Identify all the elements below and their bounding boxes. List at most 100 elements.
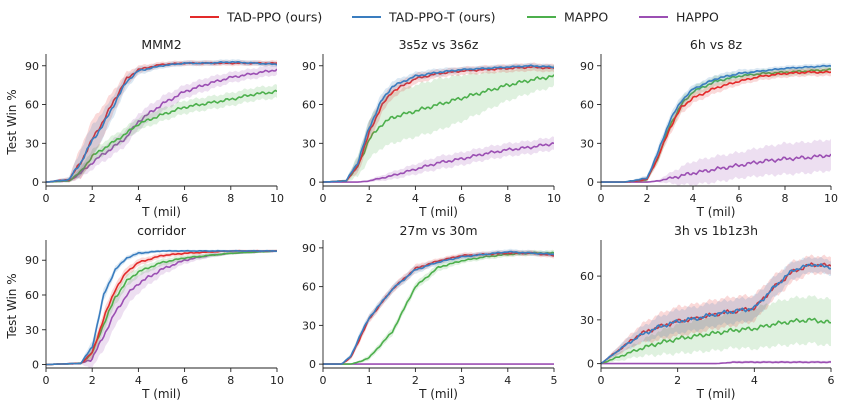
panel-3s5z-vs-3s6z-y-tick-label: 0 <box>309 176 316 189</box>
panel-corridor-y-tick-label: 0 <box>32 359 39 372</box>
panel-27m-vs-30m-x-tick-label: 0 <box>320 374 327 387</box>
panel-3h-vs-1b1z3h-title: 3h vs 1b1z3h <box>674 223 758 238</box>
panel-6h-vs-8z-y-tick-label: 0 <box>587 176 594 189</box>
panel-6h-vs-8z-x-tick-label: 10 <box>824 192 838 205</box>
panel-6h-vs-8z-x-tick-label: 6 <box>736 192 743 205</box>
legend-entry-happo: HAPPO <box>639 10 719 25</box>
panel-corridor-y-tick-label: 90 <box>25 254 39 267</box>
panel-27m-vs-30m: 0 1 2 3 4 5 0 30 60 90 27m vs 30m T (mil) <box>302 223 558 401</box>
panel-mmm2-band-mappo <box>46 84 277 183</box>
panel-3s5z-vs-3s6z-band-tad-ppo-t-ours <box>323 62 554 183</box>
panel-27m-vs-30m-x-tick-label: 1 <box>366 374 373 387</box>
legend-label-mappo: MAPPO <box>564 10 608 25</box>
panel-corridor-x-tick-label: 4 <box>135 374 142 387</box>
panel-27m-vs-30m-line-tad-ppo-t-ours <box>323 250 554 365</box>
panel-6h-vs-8z-title: 6h vs 8z <box>690 37 743 52</box>
panel-6h-vs-8z-band-tad-ppo-ours <box>601 67 831 183</box>
panel-3s5z-vs-3s6z-x-tick-label: 8 <box>504 192 511 205</box>
panel-3h-vs-1b1z3h-line-mappo <box>601 317 831 365</box>
panel-3s5z-vs-3s6z-band-mappo <box>323 64 554 183</box>
panel-3s5z-vs-3s6z-y-tick-label: 90 <box>302 60 316 73</box>
panel-mmm2-y-tick-label: 90 <box>25 60 39 73</box>
panel-mmm2-y-tick-label: 30 <box>25 137 39 150</box>
panel-corridor-y-label: Test Win % <box>5 273 19 339</box>
panel-3s5z-vs-3s6z-band-happo <box>323 136 554 183</box>
legend-label-happo: HAPPO <box>676 10 719 25</box>
panel-3s5z-vs-3s6z-plot-area <box>323 62 554 183</box>
panel-3h-vs-1b1z3h-line-happo <box>601 360 831 365</box>
panel-mmm2-band-happo <box>46 63 277 183</box>
panel-mmm2-x-tick-label: 8 <box>227 192 234 205</box>
panel-6h-vs-8z-y-tick-label: 90 <box>580 60 594 73</box>
panel-6h-vs-8z-band-happo <box>601 138 831 186</box>
panel-corridor-title: corridor <box>137 223 187 238</box>
panel-3h-vs-1b1z3h-band-mappo <box>601 295 831 364</box>
panel-6h-vs-8z-y-tick-label: 60 <box>580 99 594 112</box>
panel-3s5z-vs-3s6z-y-tick-label: 30 <box>302 137 316 150</box>
panel-mmm2-title: MMM2 <box>141 37 181 52</box>
panel-mmm2-x-tick-label: 6 <box>181 192 188 205</box>
legend-label-tad-ppo-t: TAD-PPO-T (ours) <box>388 10 496 25</box>
panel-6h-vs-8z-y-tick-label: 30 <box>580 137 594 150</box>
panel-3h-vs-1b1z3h-band-tad-ppo-t-ours <box>601 256 831 364</box>
panel-mmm2-y-label: Test Win % <box>5 89 19 155</box>
panel-3h-vs-1b1z3h-x-tick-label: 2 <box>674 374 681 387</box>
panel-3s5z-vs-3s6z-x-tick-label: 4 <box>412 192 419 205</box>
panel-3h-vs-1b1z3h-y-tick-label: 60 <box>580 270 594 283</box>
panel-6h-vs-8z-line-tad-ppo-t-ours <box>601 64 831 183</box>
panel-3s5z-vs-3s6z: 0 2 4 6 8 10 0 30 60 90 3s5z vs 3s6z T (mil) <box>302 37 561 219</box>
panel-3s5z-vs-3s6z-x-label: T (mil) <box>418 205 458 219</box>
panel-mmm2-x-label: T (mil) <box>141 205 181 219</box>
panel-mmm2-line-mappo <box>46 89 277 183</box>
panel-3s5z-vs-3s6z-x-tick-label: 2 <box>366 192 373 205</box>
panel-corridor-y-tick-label: 30 <box>25 324 39 337</box>
panel-27m-vs-30m-y-tick-label: 0 <box>309 358 316 371</box>
panel-corridor-x-tick-label: 0 <box>43 374 50 387</box>
legend-label-tad-ppo: TAD-PPO (ours) <box>226 10 322 25</box>
panel-corridor-x-tick-label: 8 <box>227 374 234 387</box>
panel-3s5z-vs-3s6z-line-tad-ppo-t-ours <box>323 64 554 183</box>
panel-27m-vs-30m-x-tick-label: 3 <box>458 374 465 387</box>
panel-3h-vs-1b1z3h-x-tick-label: 4 <box>751 374 758 387</box>
panel-27m-vs-30m-plot-area <box>323 248 554 365</box>
panel-6h-vs-8z-x-tick-label: 8 <box>782 192 789 205</box>
panel-6h-vs-8z-x-tick-label: 4 <box>690 192 697 205</box>
panel-3h-vs-1b1z3h-x-label: T (mil) <box>696 387 736 401</box>
panel-27m-vs-30m-title: 27m vs 30m <box>399 223 477 238</box>
panel-6h-vs-8z-x-label: T (mil) <box>696 205 736 219</box>
panel-3s5z-vs-3s6z-y-tick-label: 60 <box>302 99 316 112</box>
panel-3s5z-vs-3s6z-x-tick-label: 6 <box>458 192 465 205</box>
panel-27m-vs-30m-x-tick-label: 4 <box>504 374 511 387</box>
panel-6h-vs-8z-line-happo <box>601 153 831 183</box>
panel-mmm2-band-tad-ppo-ours <box>46 60 277 183</box>
panel-3h-vs-1b1z3h-x-tick-label: 6 <box>828 374 835 387</box>
panel-3s5z-vs-3s6z-line-happo <box>323 142 554 183</box>
panel-3s5z-vs-3s6z-title: 3s5z vs 3s6z <box>399 37 479 52</box>
panel-3h-vs-1b1z3h-y-tick-label: 30 <box>580 314 594 327</box>
panel-3h-vs-1b1z3h-y-tick-label: 0 <box>587 358 594 371</box>
panel-27m-vs-30m-x-label: T (mil) <box>418 387 458 401</box>
panel-6h-vs-8z-plot-area <box>601 63 831 186</box>
panel-mmm2-plot-area <box>46 59 277 183</box>
panel-27m-vs-30m-y-tick-label: 90 <box>302 242 316 255</box>
panel-3h-vs-1b1z3h-x-tick-label: 0 <box>598 374 605 387</box>
panel-3h-vs-1b1z3h-plot-area <box>601 254 831 365</box>
legend-entry-mappo: MAPPO <box>527 10 608 25</box>
panel-mmm2: 0 2 4 6 8 10 0 30 60 90 MMM2 T (mil) Test Win % <box>5 37 284 219</box>
panel-mmm2-x-tick-label: 0 <box>43 192 50 205</box>
panel-corridor: 0 2 4 6 8 10 0 30 60 90 corridor T (mil) Test Win % <box>5 223 284 401</box>
panel-3h-vs-1b1z3h-band-tad-ppo-ours <box>601 254 831 364</box>
legend-entry-tad-ppo: TAD-PPO (ours) <box>190 10 322 25</box>
panel-corridor-plot-area <box>46 249 277 368</box>
panel-27m-vs-30m-y-tick-label: 30 <box>302 319 316 332</box>
panel-27m-vs-30m-y-tick-label: 60 <box>302 281 316 294</box>
panel-mmm2-x-tick-label: 10 <box>270 192 284 205</box>
panel-mmm2-x-tick-label: 2 <box>89 192 96 205</box>
panel-corridor-line-tad-ppo-t-ours <box>46 249 277 366</box>
panel-6h-vs-8z-x-tick-label: 2 <box>644 192 651 205</box>
panel-27m-vs-30m-x-tick-label: 2 <box>412 374 419 387</box>
panel-corridor-band-happo <box>46 249 277 368</box>
